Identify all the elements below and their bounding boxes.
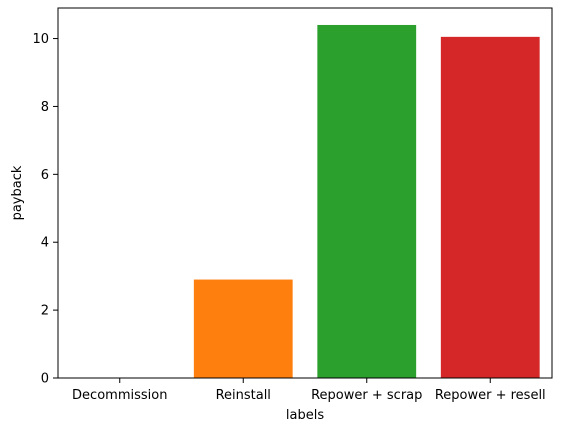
y-tick-label: 0 bbox=[41, 372, 49, 387]
bar-reinstall bbox=[193, 279, 293, 378]
y-tick-label: 4 bbox=[41, 236, 49, 251]
x-tick-label: Decommission bbox=[72, 388, 167, 403]
x-axis-ticks: Decommission Reinstall Repower + scrap Repo… bbox=[72, 378, 546, 403]
y-axis-title: payback bbox=[10, 165, 25, 220]
y-tick-label: 10 bbox=[32, 32, 49, 47]
y-tick-label: 6 bbox=[41, 168, 49, 183]
x-tick-label: Repower + scrap bbox=[311, 388, 422, 403]
x-tick-label: Repower + resell bbox=[435, 388, 546, 403]
y-tick-label: 2 bbox=[41, 304, 49, 319]
x-axis-title: labels bbox=[286, 408, 324, 423]
bar-repower-scrap bbox=[317, 24, 417, 379]
plot-frame bbox=[57, 7, 553, 379]
bars-layer bbox=[193, 24, 540, 379]
bar-repower-resell bbox=[440, 36, 540, 378]
x-tick-label: Reinstall bbox=[216, 388, 271, 403]
y-tick-label: 8 bbox=[41, 100, 49, 115]
y-axis-ticks: 0 2 4 6 8 10 bbox=[32, 32, 58, 387]
